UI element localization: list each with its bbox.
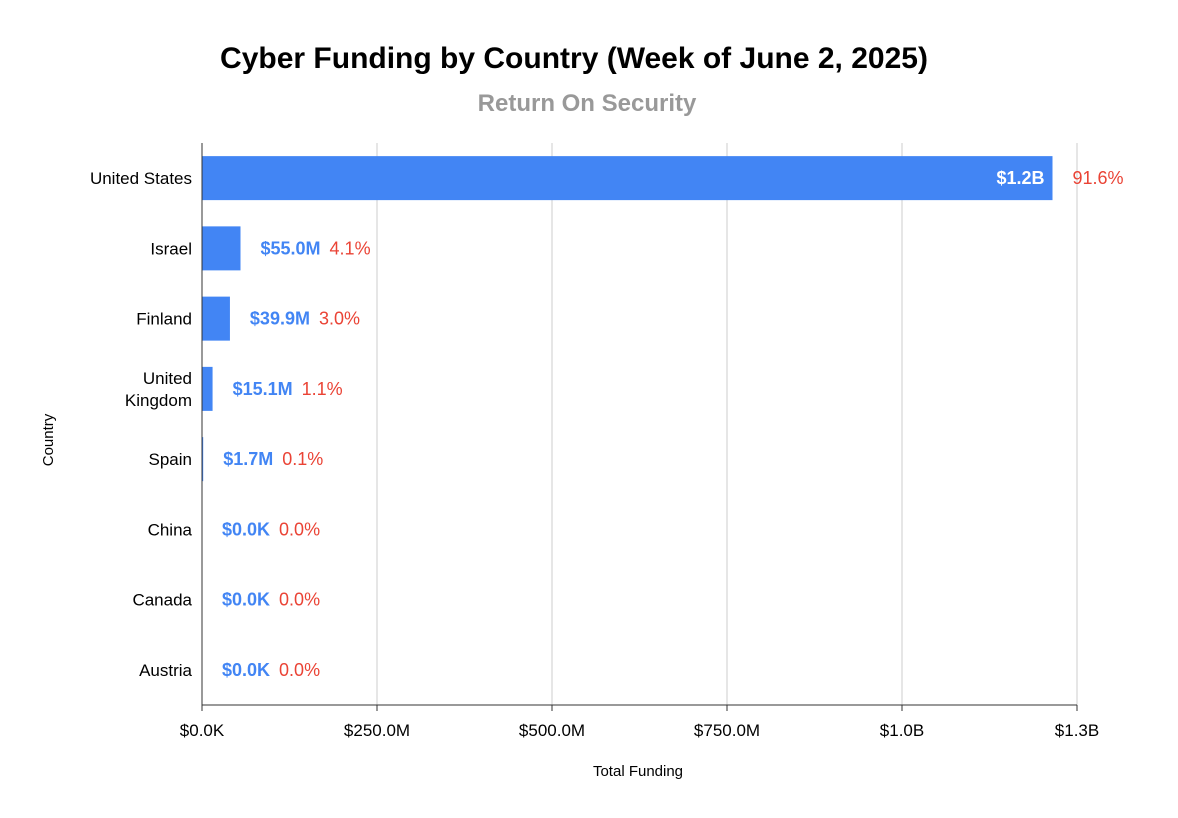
percent-label: 91.6% — [1073, 168, 1124, 188]
axes — [201, 143, 1078, 711]
percent-label: 0.0% — [279, 590, 320, 610]
value-label: $39.9M — [250, 309, 310, 329]
x-tick-label: $750.0M — [694, 721, 760, 740]
category-label: Spain — [149, 450, 192, 469]
bar — [202, 296, 230, 341]
percent-label: 0.0% — [279, 660, 320, 680]
value-label: $1.7M — [223, 449, 273, 469]
value-label: $15.1M — [233, 379, 293, 399]
percent-label: 4.1% — [330, 238, 371, 258]
category-label: United States — [90, 169, 192, 188]
category-label: United — [143, 369, 192, 388]
bars — [202, 156, 1053, 482]
x-tick-label: $0.0K — [180, 721, 225, 740]
value-label: $0.0K — [222, 590, 270, 610]
x-tick-label: $500.0M — [519, 721, 585, 740]
chart-title: Cyber Funding by Country (Week of June 2… — [220, 42, 928, 75]
bar — [202, 366, 213, 411]
y-axis-title: Country — [40, 413, 57, 466]
category-label: Kingdom — [125, 391, 192, 410]
value-label: $0.0K — [222, 660, 270, 680]
value-label: $55.0M — [261, 238, 321, 258]
labels: $0.0K $250.0M $500.0M $750.0M $1.0B $1.3B Unit… — [90, 168, 1124, 740]
grid — [376, 143, 1078, 705]
percent-label: 3.0% — [319, 309, 360, 329]
x-tick-label: $1.0B — [880, 721, 924, 740]
percent-label: 0.1% — [282, 449, 323, 469]
category-label: Canada — [132, 591, 192, 610]
chart-subtitle: Return On Security — [478, 90, 697, 117]
percent-label: 1.1% — [302, 379, 343, 399]
category-label: Israel — [150, 239, 192, 258]
x-tick-label: $1.3B — [1055, 721, 1099, 740]
percent-label: 0.0% — [279, 519, 320, 539]
category-label: Finland — [136, 310, 192, 329]
category-label: Austria — [139, 661, 192, 680]
value-label: $1.2B — [996, 168, 1044, 188]
category-label: China — [148, 520, 193, 539]
bar — [202, 437, 204, 482]
bar — [202, 156, 1053, 201]
x-tick-label: $250.0M — [344, 721, 410, 740]
value-label: $0.0K — [222, 519, 270, 539]
bar — [202, 226, 241, 271]
x-axis-title: Total Funding — [593, 763, 683, 780]
